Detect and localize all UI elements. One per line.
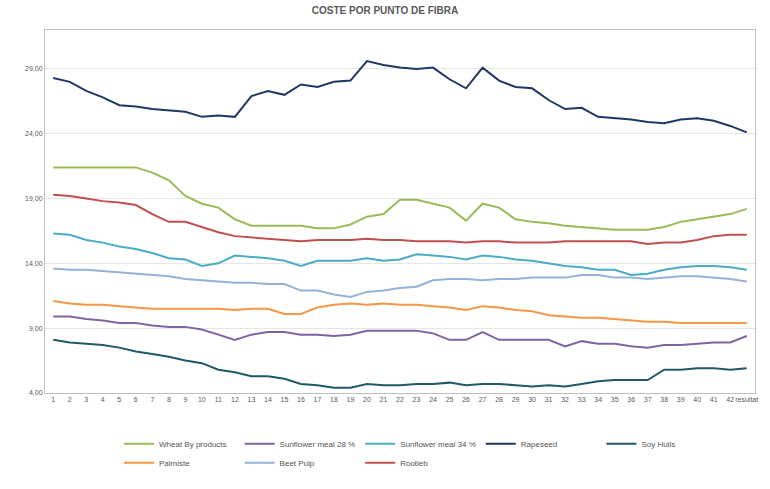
svg-text:29,00: 29,00 [25,65,43,72]
svg-text:41: 41 [710,396,718,403]
svg-text:Soy Hulls: Soy Hulls [641,440,675,449]
svg-text:2: 2 [68,396,72,403]
svg-text:20: 20 [363,396,371,403]
svg-text:39: 39 [677,396,685,403]
svg-text:24: 24 [429,396,437,403]
svg-text:11: 11 [215,396,222,403]
svg-text:21: 21 [380,396,388,403]
svg-text:4,00: 4,00 [29,389,43,396]
svg-text:COSTE POR PUNTO DE FIBRA: COSTE POR PUNTO DE FIBRA [312,5,459,16]
svg-text:38: 38 [660,396,668,403]
svg-text:resultat: resultat [735,396,758,403]
svg-text:17: 17 [314,396,322,403]
svg-text:35: 35 [611,396,619,403]
svg-text:16: 16 [297,396,305,403]
svg-text:6: 6 [134,396,138,403]
svg-text:25: 25 [446,396,454,403]
svg-text:40: 40 [693,396,701,403]
svg-text:12: 12 [231,396,239,403]
svg-text:34: 34 [594,396,602,403]
svg-text:8: 8 [167,396,171,403]
svg-text:4: 4 [101,396,105,403]
svg-text:19,00: 19,00 [25,195,43,202]
svg-text:14: 14 [264,396,272,403]
svg-text:15: 15 [281,396,289,403]
svg-text:27: 27 [479,396,487,403]
svg-text:1: 1 [51,396,55,403]
svg-text:Palmiste: Palmiste [159,459,190,468]
svg-text:9,00: 9,00 [29,325,43,332]
svg-text:5: 5 [117,396,121,403]
svg-text:3: 3 [84,396,88,403]
svg-text:13: 13 [248,396,256,403]
svg-text:Rootleb: Rootleb [400,459,428,468]
svg-text:23: 23 [413,396,421,403]
svg-text:Sunflower meal 28 %: Sunflower meal 28 % [280,440,356,449]
svg-text:30: 30 [528,396,536,403]
svg-text:18: 18 [330,396,338,403]
svg-text:Sunflower meal 34 %: Sunflower meal 34 % [400,440,476,449]
svg-text:Wheat By products: Wheat By products [159,440,227,449]
svg-text:7: 7 [150,396,154,403]
svg-text:26: 26 [462,396,470,403]
svg-text:37: 37 [644,396,652,403]
svg-text:24,00: 24,00 [25,130,43,137]
svg-text:33: 33 [578,396,586,403]
svg-text:31: 31 [545,396,553,403]
svg-text:28: 28 [495,396,503,403]
svg-text:10: 10 [198,396,206,403]
svg-text:42: 42 [726,396,734,403]
svg-text:9: 9 [183,396,187,403]
svg-text:14,00: 14,00 [25,260,43,267]
svg-text:32: 32 [561,396,569,403]
svg-text:22: 22 [396,396,404,403]
svg-text:Rapeseed: Rapeseed [521,440,557,449]
svg-text:19: 19 [347,396,355,403]
svg-text:29: 29 [512,396,520,403]
svg-text:36: 36 [627,396,635,403]
svg-text:Beet Pulp: Beet Pulp [280,459,315,468]
